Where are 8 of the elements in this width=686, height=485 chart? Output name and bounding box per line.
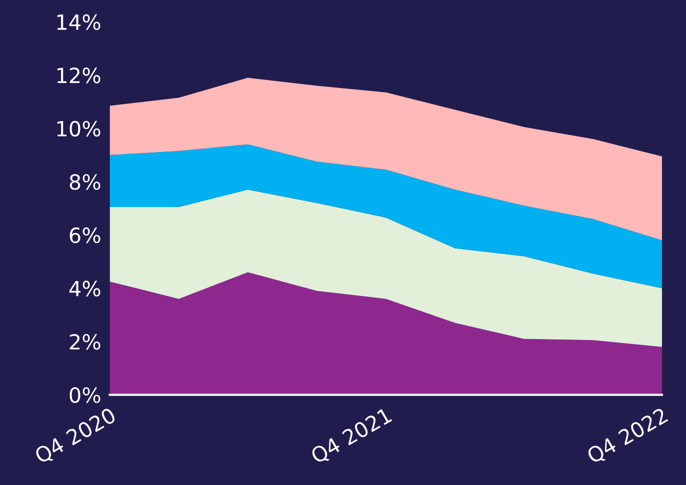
y-tick-label: 6% (70, 227, 100, 244)
y-tick-label: 10% (57, 120, 100, 137)
y-tick-label: 14% (57, 14, 100, 30)
y-tick-label: 4% (69, 280, 100, 296)
y-tick-label: 8% (70, 174, 100, 190)
y-tick-label: 2% (70, 334, 100, 350)
y-tick-label: 0% (70, 387, 100, 403)
y-tick-label: 12% (57, 68, 100, 84)
